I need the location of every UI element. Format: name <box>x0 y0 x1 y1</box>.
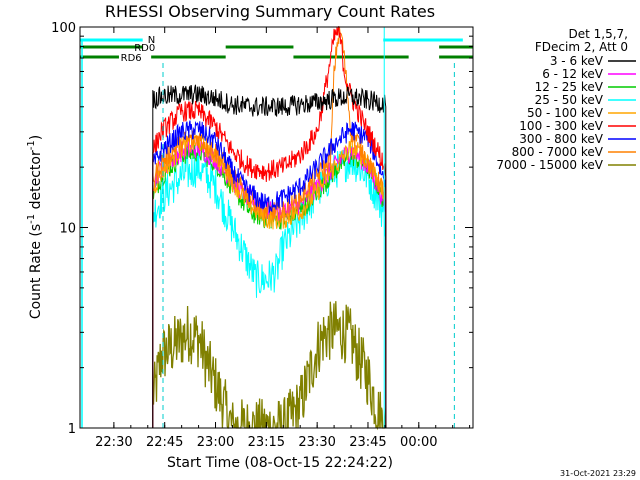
legend-label-6: 100 - 300 keV <box>519 119 603 133</box>
legend-label-4: 25 - 50 keV <box>535 93 604 107</box>
reference-lines <box>81 27 455 428</box>
x-tick-label-4: 23:30 <box>298 435 335 450</box>
series-line-1 <box>152 84 387 429</box>
legend-label-9: 7000 - 15000 keV <box>496 158 603 172</box>
flag-rd6-label: RD6 <box>121 53 142 64</box>
x-tick-label-0: 22:30 <box>95 435 132 450</box>
timestamp: 31-Oct-2021 23:29 <box>560 469 636 478</box>
x-tick-label-5: 23:45 <box>349 435 386 450</box>
y-axis-label-mid: detector <box>28 150 44 214</box>
series-line-9 <box>152 301 387 431</box>
flag-n-label: N <box>148 35 155 46</box>
legend-label-1: 3 - 6 keV <box>550 54 604 68</box>
x-tick-label-3: 23:15 <box>248 435 285 450</box>
y-axis-label-base: Count Rate (s <box>28 224 44 319</box>
y-axis: 1 10 100 <box>51 21 473 437</box>
x-tick-label-6: 00:00 <box>400 435 437 450</box>
y-axis-label: Count Rate (s-1 detector-1) <box>26 135 44 319</box>
chart-title: RHESSI Observing Summary Count Rates <box>105 2 435 21</box>
series-line-4 <box>152 146 387 429</box>
y-tick-label-1: 10 <box>59 222 76 237</box>
legend-label-3: 12 - 25 keV <box>535 80 604 94</box>
x-tick-label-2: 23:00 <box>197 435 234 450</box>
y-tick-label-2: 100 <box>51 21 76 36</box>
series-line-5 <box>152 132 387 429</box>
legend-label-7: 300 - 800 keV <box>519 132 603 146</box>
legend-label-5: 50 - 100 keV <box>527 106 604 120</box>
series-line-7 <box>152 120 387 429</box>
flag-rd0-label: RD0 <box>134 43 155 54</box>
data-series <box>152 25 387 431</box>
y-axis-label-sup2: -1 <box>26 140 37 150</box>
x-axis-label: Start Time (08-Oct-15 22:24:22) <box>167 455 393 471</box>
legend-label-8: 800 - 7000 keV <box>512 145 604 159</box>
series-line-6 <box>152 25 387 429</box>
y-axis-label-end: ) <box>28 135 44 140</box>
legend-label-2: 6 - 12 keV <box>542 67 604 81</box>
x-axis: 22:30 22:45 23:00 23:15 23:30 23:45 00:00 <box>95 27 471 450</box>
y-tick-label-0: 1 <box>68 422 76 437</box>
x-tick-label-1: 22:45 <box>146 435 183 450</box>
legend-header-line-2: FDecim 2, Att 0 <box>535 40 628 54</box>
legend-header-line-1: Det 1,5,7, <box>569 27 629 41</box>
y-axis-label-sup1: -1 <box>26 214 37 224</box>
